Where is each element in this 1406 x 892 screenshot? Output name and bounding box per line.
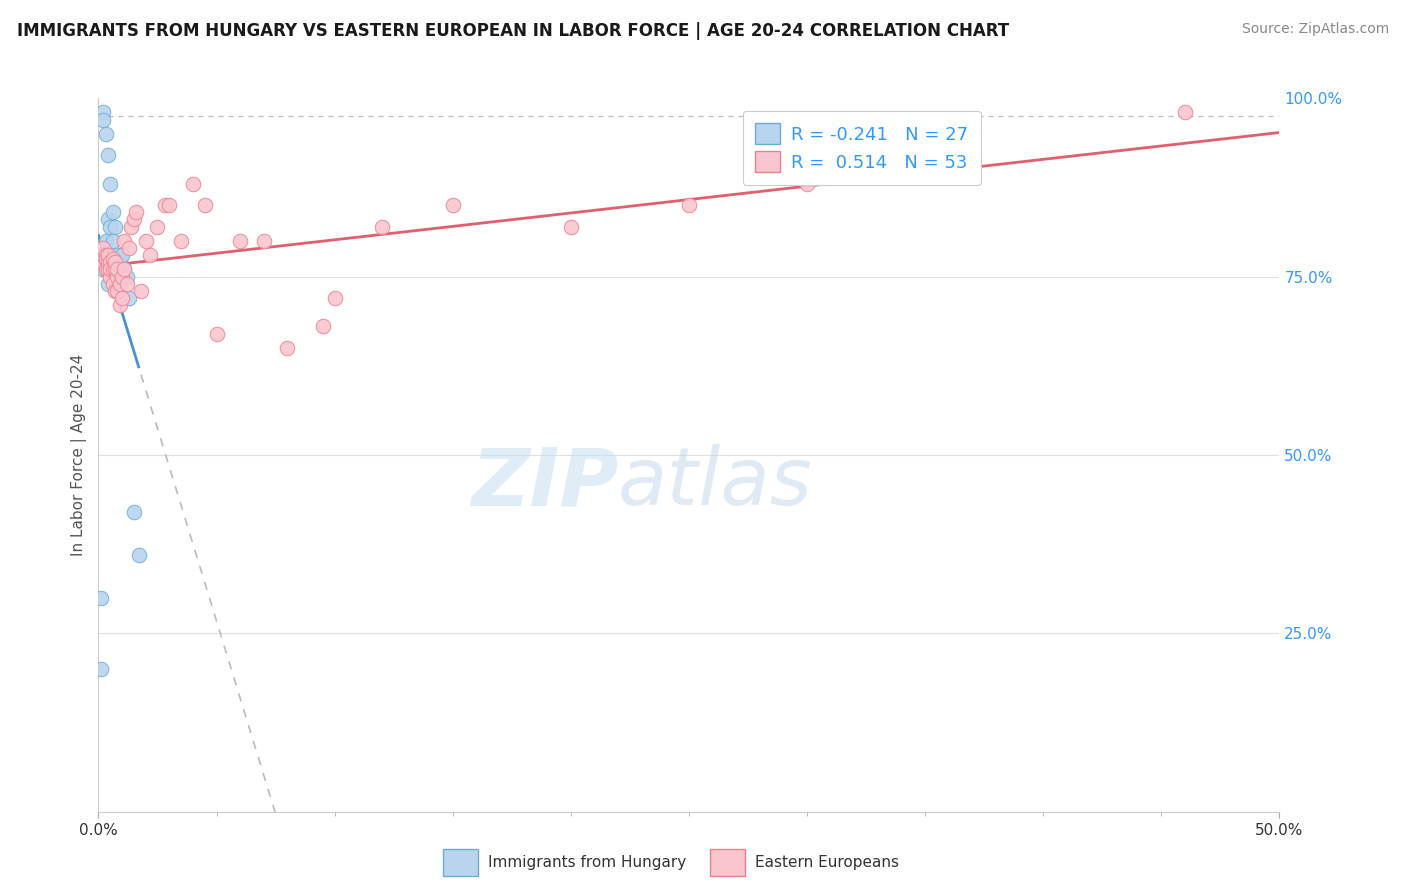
Point: [97, 255, 120, 269]
Point: [118, 291, 141, 305]
Point: [97, 277, 120, 291]
Point: [101, 262, 124, 277]
Point: [112, 262, 135, 277]
Point: [91, 241, 114, 255]
Point: [276, 341, 298, 355]
Point: [194, 198, 217, 212]
Text: atlas: atlas: [619, 444, 813, 523]
Y-axis label: In Labor Force | Age 20-24: In Labor Force | Age 20-24: [72, 354, 87, 556]
Text: IMMIGRANTS FROM HUNGARY VS EASTERN EUROPEAN IN LABOR FORCE | AGE 20-24 CORRELATI: IMMIGRANTS FROM HUNGARY VS EASTERN EUROP…: [17, 22, 1010, 40]
Point: [122, 212, 145, 227]
Point: [146, 219, 169, 234]
Point: [115, 269, 138, 284]
Point: [441, 198, 464, 212]
Point: [104, 255, 127, 269]
Point: [94, 127, 117, 141]
Point: [91, 105, 114, 120]
Point: [98, 255, 121, 269]
Point: [91, 112, 114, 127]
Point: [97, 148, 120, 162]
Point: [90, 662, 112, 676]
Point: [371, 219, 394, 234]
Point: [104, 255, 127, 269]
Point: [118, 241, 141, 255]
Point: [128, 548, 150, 562]
FancyBboxPatch shape: [443, 849, 478, 876]
Point: [97, 262, 120, 277]
Point: [121, 219, 143, 234]
Point: [253, 234, 276, 248]
Point: [139, 248, 162, 262]
Point: [1174, 105, 1197, 120]
Point: [104, 284, 127, 298]
Point: [108, 298, 131, 312]
Point: [108, 277, 131, 291]
Point: [105, 262, 128, 277]
Point: [101, 252, 124, 266]
Point: [105, 269, 128, 284]
Point: [560, 219, 582, 234]
Text: Source: ZipAtlas.com: Source: ZipAtlas.com: [1241, 22, 1389, 37]
Point: [108, 255, 131, 269]
Point: [104, 262, 127, 277]
Point: [98, 269, 121, 284]
Point: [98, 177, 121, 191]
Point: [90, 591, 112, 605]
Text: Eastern Europeans: Eastern Europeans: [755, 855, 898, 870]
Text: Immigrants from Hungary: Immigrants from Hungary: [488, 855, 686, 870]
Point: [90, 255, 112, 269]
FancyBboxPatch shape: [710, 849, 745, 876]
Point: [678, 198, 700, 212]
Point: [111, 291, 134, 305]
Text: ZIP: ZIP: [471, 444, 619, 523]
Point: [94, 262, 117, 277]
Point: [129, 284, 152, 298]
Point: [97, 212, 120, 227]
Point: [94, 234, 117, 248]
Point: [112, 262, 135, 277]
Point: [229, 234, 252, 248]
Point: [94, 248, 117, 262]
Point: [112, 234, 135, 248]
Point: [104, 219, 127, 234]
Point: [312, 319, 335, 334]
Legend: R = -0.241   N = 27, R =  0.514   N = 53: R = -0.241 N = 27, R = 0.514 N = 53: [742, 111, 981, 185]
Point: [157, 198, 180, 212]
Point: [105, 248, 128, 262]
Point: [135, 234, 157, 248]
Point: [98, 262, 121, 277]
Point: [94, 262, 117, 277]
Point: [101, 234, 124, 248]
Point: [91, 262, 114, 277]
Point: [205, 326, 228, 341]
Point: [91, 248, 114, 262]
Point: [111, 248, 134, 262]
Point: [94, 252, 117, 266]
Point: [101, 205, 124, 219]
Point: [796, 177, 818, 191]
Point: [122, 505, 145, 519]
Point: [115, 277, 138, 291]
Point: [90, 252, 112, 266]
Point: [170, 234, 193, 248]
Point: [153, 198, 176, 212]
Point: [111, 269, 134, 284]
Point: [94, 252, 117, 266]
Point: [323, 291, 346, 305]
Point: [97, 248, 120, 262]
Point: [125, 205, 148, 219]
Point: [181, 177, 204, 191]
Point: [98, 219, 121, 234]
Point: [105, 284, 128, 298]
Point: [101, 277, 124, 291]
